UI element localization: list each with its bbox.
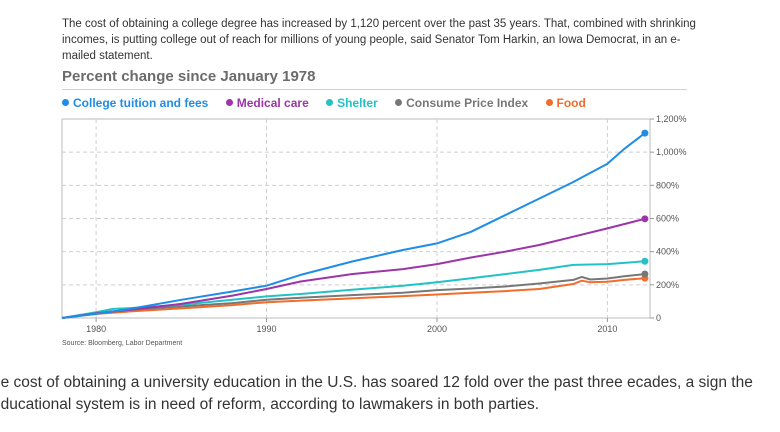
y-tick-label: 1,000% <box>656 147 687 157</box>
series-end-point <box>641 270 649 278</box>
series-end-point <box>641 129 649 137</box>
x-tick-label: 1980 <box>86 324 106 334</box>
source-note: Source: Bloomberg, Labor Department <box>62 340 183 347</box>
legend-item-medical: Medical care <box>225 96 309 110</box>
legend-dot <box>225 99 233 106</box>
title-divider <box>62 89 687 90</box>
y-tick-label: 1,200% <box>656 114 687 124</box>
series-end-point <box>641 215 649 223</box>
legend-dot <box>395 99 403 106</box>
legend-item-cpi: Consume Price Index <box>395 96 528 110</box>
series-line-college-tuition-and-fees <box>61 132 646 319</box>
x-tick-label: 2000 <box>427 324 447 334</box>
legend-dot <box>545 99 553 106</box>
caption-paragraph: he cost of obtaining a university educat… <box>0 374 753 413</box>
series-line-shelter <box>61 260 645 319</box>
legend-label: Consume Price Index <box>406 96 529 110</box>
legend-label: Food <box>556 96 586 110</box>
x-tick-label: 2010 <box>597 324 617 334</box>
legend-item-college: College tuition and fees <box>62 96 208 110</box>
series-line-food <box>61 277 645 319</box>
legend-label: College tuition and fees <box>73 96 209 110</box>
legend-dot <box>326 99 334 106</box>
x-tick-label: 1990 <box>257 324 277 334</box>
y-tick-label: 400% <box>656 247 679 257</box>
legend-label: Shelter <box>337 96 378 110</box>
legend-label: Medical care <box>236 96 309 110</box>
y-tick-label: 600% <box>656 214 679 224</box>
intro-paragraph: The cost of obtaining a college degree h… <box>62 18 696 62</box>
series-end-point <box>641 257 649 265</box>
y-tick-label: 0 <box>656 313 661 323</box>
legend-dot <box>62 99 69 106</box>
series-line-consume-price-index <box>61 273 646 319</box>
chart-legend: College tuition and fees Medical care Sh… <box>62 96 600 110</box>
y-tick-label: 200% <box>656 280 679 290</box>
chart-title: Percent change since January 1978 <box>62 68 316 85</box>
y-tick-label: 800% <box>656 180 679 190</box>
legend-item-shelter: Shelter <box>326 96 378 110</box>
legend-item-food: Food <box>545 96 586 110</box>
series-line-medical-care <box>61 217 646 319</box>
